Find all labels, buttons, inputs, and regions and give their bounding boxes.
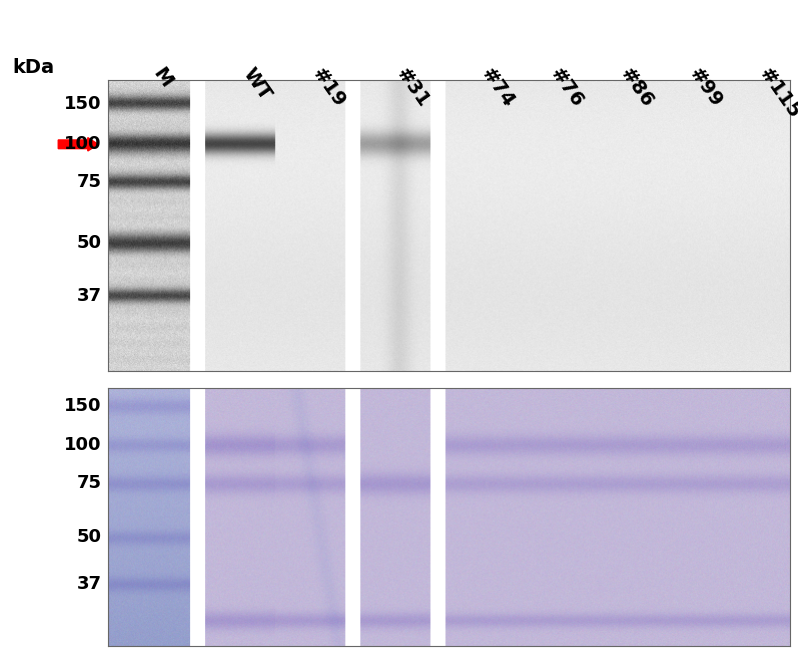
Text: 150: 150	[64, 397, 101, 415]
Text: #86: #86	[616, 64, 657, 111]
Text: #99: #99	[685, 64, 726, 110]
Text: 75: 75	[77, 474, 101, 492]
Text: #19: #19	[309, 64, 350, 110]
Text: kDa: kDa	[12, 58, 54, 77]
Text: #31: #31	[393, 64, 433, 110]
Text: #74: #74	[477, 64, 518, 110]
Text: #115: #115	[755, 64, 798, 122]
Text: 50: 50	[77, 234, 101, 252]
Text: M: M	[148, 64, 176, 91]
Text: #76: #76	[547, 64, 587, 110]
Text: 75: 75	[77, 173, 101, 191]
Text: 100: 100	[64, 436, 101, 454]
Text: 37: 37	[77, 575, 101, 593]
Text: 100: 100	[64, 135, 101, 153]
Text: 150: 150	[64, 94, 101, 112]
Text: WT: WT	[239, 64, 275, 104]
Text: 37: 37	[77, 286, 101, 304]
Text: 50: 50	[77, 529, 101, 547]
